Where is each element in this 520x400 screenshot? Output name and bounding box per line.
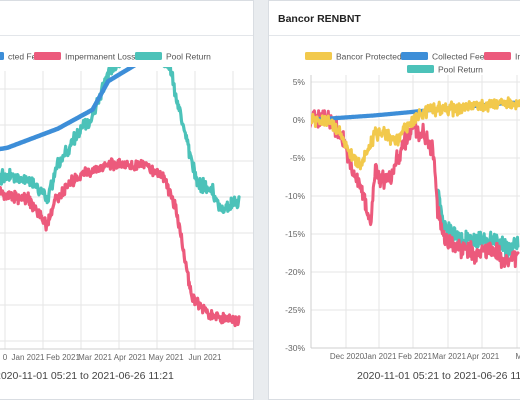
x-tick-label: Ma: [515, 352, 520, 361]
x-tick-label: Dec 2020: [330, 352, 365, 361]
legend-swatch-cted-fees: [0, 52, 4, 60]
y-tick-label: 0%: [293, 115, 306, 125]
y-tick-label: -15%: [285, 229, 305, 239]
legend-label-im: Im: [515, 52, 520, 62]
series-line-impermanent-loss: [0, 157, 241, 328]
legend-swatch-bancor-protected: [305, 52, 332, 60]
legend-label-cted-fees: cted Fees: [8, 52, 45, 62]
y-tick-label: -25%: [285, 305, 305, 315]
legend-label-impermanent-loss: Impermanent Loss: [65, 52, 135, 62]
y-tick-label: -5%: [290, 153, 306, 163]
date-range-label: 2020-11-01 05:21 to 2021-06-26 11:21: [0, 370, 174, 382]
x-tick-label: 0: [3, 353, 8, 362]
x-tick-label: Jan 2021: [12, 353, 45, 362]
legend-swatch-impermanent-loss: [34, 52, 61, 60]
legend-label-pool-return: Pool Return: [166, 52, 211, 62]
x-tick-label: Feb 2021: [398, 352, 432, 361]
chart-card-right: Bancor RENBNT 5% 0% -5% -10% -15% -20% -25% -30…: [268, 0, 520, 400]
legend-label-bancor-protected: Bancor Protected: [336, 52, 402, 62]
legend-swatch-pool-return: [407, 65, 434, 73]
x-tick-label: Apr 2021: [114, 353, 147, 362]
series-line-pool-return: [436, 188, 520, 260]
x-tick-label: May 2021: [148, 353, 184, 362]
legend-swatch-pool-return: [135, 52, 162, 60]
series-line-pool-return: [0, 67, 241, 214]
chart-title: Bancor RENBNT: [278, 13, 361, 25]
title-divider: [269, 35, 520, 36]
series-line-collected-fees: [0, 67, 137, 152]
chart-svg-right: 5% 0% -5% -10% -15% -20% -25% -30% Dec 2020 Jan 2…: [285, 52, 520, 361]
y-tick-label: -20%: [285, 267, 305, 277]
x-tick-label: Feb 2021: [46, 353, 80, 362]
title-divider: [0, 35, 253, 36]
x-tick-label: Mar 2021: [78, 353, 112, 362]
x-tick-label: Jun 2021: [189, 353, 222, 362]
x-tick-label: Jan 2021: [364, 352, 397, 361]
legend-label-collected-fees: Collected Fees: [432, 52, 489, 62]
plot-area: [311, 96, 520, 269]
plot-area: [0, 67, 241, 328]
x-tick-label: Apr 2021: [467, 352, 500, 361]
legend-swatch-collected-fees: [401, 52, 428, 60]
y-tick-label: -30%: [285, 343, 305, 353]
date-range-label: 2020-11-01 05:21 to 2021-06-26 11:21: [357, 370, 520, 382]
y-tick-label: -10%: [285, 191, 305, 201]
series-line-bancor-protected: [311, 96, 520, 171]
legend-swatch-im: [484, 52, 511, 60]
y-tick-label: 5%: [293, 77, 306, 87]
x-tick-label: Mar 2021: [432, 352, 466, 361]
legend-label-pool-return: Pool Return: [438, 65, 483, 75]
